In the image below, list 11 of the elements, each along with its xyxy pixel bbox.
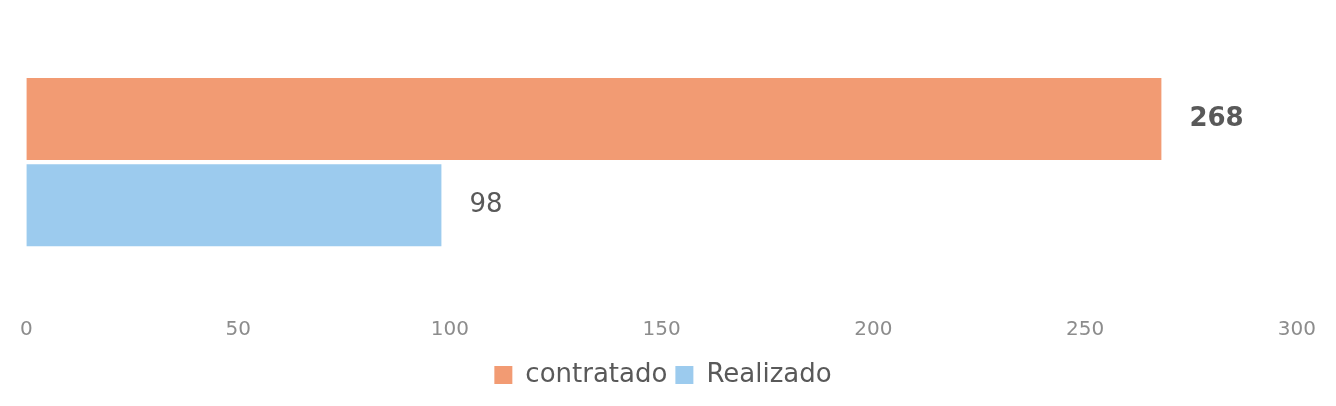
data-label: 268 (1189, 101, 1244, 132)
legend-label: Realizado (706, 357, 832, 388)
x-tick-label: 50 (225, 316, 251, 341)
x-tick-label: 0 (20, 316, 33, 341)
x-tick-label: 100 (430, 316, 469, 341)
legend-label: contratado (525, 357, 668, 388)
x-tick-label: 150 (642, 316, 681, 341)
x-tick-label: 250 (1066, 316, 1105, 341)
x-tick-label: 200 (854, 316, 893, 341)
data-label: 98 (469, 188, 503, 219)
x-tick-label: 300 (1277, 316, 1317, 341)
